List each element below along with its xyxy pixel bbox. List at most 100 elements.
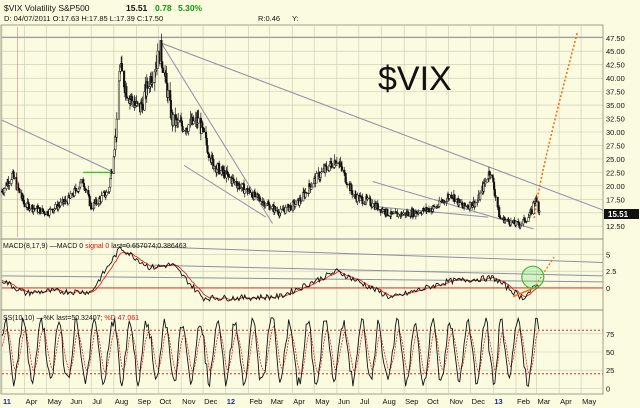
candle-body (494, 195, 497, 198)
x-tick-label: Oct (159, 397, 172, 406)
candle-body (346, 183, 349, 186)
header-symbol: $VIX Volatility S&P500 (4, 3, 90, 13)
candle-body (386, 208, 389, 216)
x-tick-label: Jun (338, 397, 350, 406)
candle-body (172, 114, 175, 126)
stochastic-series (1, 316, 540, 388)
candle-body (110, 171, 113, 174)
last-price-badge-text: 15.51 (608, 210, 629, 219)
macd-signal-line (1, 251, 539, 300)
candle-body (448, 194, 451, 199)
candle-body (504, 219, 507, 221)
macd-orange-trend (512, 286, 537, 298)
x-tick-label: Aug (115, 397, 128, 406)
header-change-pct: 5.30% (178, 3, 203, 13)
x-tick-label: Apr (293, 397, 305, 406)
candle-body (289, 205, 292, 211)
candle-body (340, 166, 344, 171)
candle-body (131, 96, 134, 102)
y-tick-label: 22.50 (606, 168, 625, 177)
candle-body (136, 101, 139, 104)
candle-body (197, 117, 200, 124)
x-tick-label: Feb (517, 397, 530, 406)
y-tick-label: 0 (606, 384, 610, 393)
candle-body (402, 212, 405, 215)
candle-body (412, 209, 415, 217)
candle-body (238, 183, 241, 190)
x-tick-label: Jul (360, 397, 370, 406)
y-tick-label: 2.5 (606, 267, 616, 276)
y-tick-label: 0 (606, 284, 610, 293)
ss-panel-frame (0, 309, 604, 395)
candle-body (192, 120, 195, 124)
candle-body (320, 171, 323, 174)
candle-body (294, 204, 297, 207)
candle-body (125, 86, 128, 98)
candle-body (294, 200, 297, 205)
candle-body (310, 186, 313, 190)
header-y: Y: (292, 14, 299, 23)
y-tick-label: 45.00 (606, 47, 625, 56)
candle-body (366, 197, 369, 200)
candle-body (54, 204, 57, 209)
candle-body (371, 203, 374, 208)
candle-body (156, 50, 159, 69)
x-tick-label: Dec (472, 397, 486, 406)
candle-body (325, 166, 328, 171)
x-tick-label: May (582, 397, 596, 406)
y-tick-label: 75 (606, 330, 614, 339)
candle-body (507, 218, 510, 222)
candle-body (308, 183, 311, 188)
trendline (1, 119, 115, 173)
candle-body (443, 200, 446, 203)
candle-body (248, 189, 251, 193)
candle-body (499, 217, 502, 219)
candle-body (90, 202, 93, 210)
candle-body (109, 178, 112, 188)
y-tick-label: 42.50 (606, 61, 625, 70)
candle-body (351, 190, 354, 195)
candle-body (64, 199, 67, 203)
x-tick-label: Feb (249, 397, 262, 406)
x-tick-label: Apr (560, 397, 572, 406)
candle-body (479, 192, 482, 200)
candle-body (28, 208, 31, 211)
candle-body (117, 80, 121, 120)
x-tick-label: 11 (3, 397, 11, 406)
candle-body (59, 201, 62, 206)
candle-body (433, 205, 436, 208)
candle-body (177, 119, 180, 123)
ss-d-line (1, 324, 539, 375)
macd-series (1, 246, 555, 302)
candle-body (218, 163, 221, 175)
candle-body (527, 217, 530, 222)
candle-body (284, 207, 287, 214)
candle-body (330, 163, 333, 168)
candle-body (407, 211, 410, 217)
macd-label: MACD(8,17,9) —MACD 0 signal 0 last=0.657… (3, 243, 187, 250)
candle-body (376, 203, 379, 211)
x-tick-label: 12 (227, 397, 235, 406)
candle-body (125, 96, 129, 99)
axis-ticks: 11 Apr May Jun Jul Aug Sep Oct Nov Dec 12 Feb Mar Apr… (3, 34, 625, 406)
y-tick-label: 50 (606, 348, 614, 357)
candle-body (299, 200, 303, 203)
last-price-badge (604, 209, 639, 219)
trendline (1, 275, 604, 283)
y-tick-label: 35.00 (606, 101, 625, 110)
candle-body (212, 165, 216, 169)
candle-body (468, 202, 471, 210)
candle-body (496, 196, 499, 208)
x-tick-label: Sep (138, 397, 151, 406)
candle-body (473, 202, 477, 208)
trendline (372, 181, 534, 230)
y-tick-label: 25 (606, 366, 614, 375)
candle-body (77, 188, 80, 192)
header-r: R:0.46 (258, 14, 280, 23)
candle-body (105, 191, 108, 196)
candle-body (228, 176, 231, 178)
x-tick-label: Oct (427, 397, 440, 406)
candle-body (269, 208, 272, 211)
macd-highlight-circle (521, 265, 545, 289)
